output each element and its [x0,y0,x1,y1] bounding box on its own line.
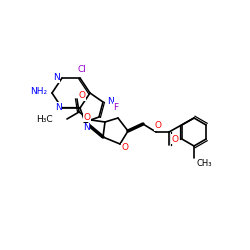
Text: Cl: Cl [78,64,86,74]
Text: NH₂: NH₂ [30,88,48,96]
Text: O: O [122,144,128,152]
Text: CH₃: CH₃ [196,160,212,168]
Text: N: N [106,98,114,106]
Text: O: O [172,134,178,143]
Text: F: F [114,102,118,112]
Text: N: N [54,102,62,112]
Text: H₃C: H₃C [36,114,53,124]
Text: N: N [82,124,89,132]
Text: O: O [78,92,86,100]
Text: O: O [154,122,162,130]
Text: O: O [84,112,90,122]
Text: N: N [52,74,60,82]
